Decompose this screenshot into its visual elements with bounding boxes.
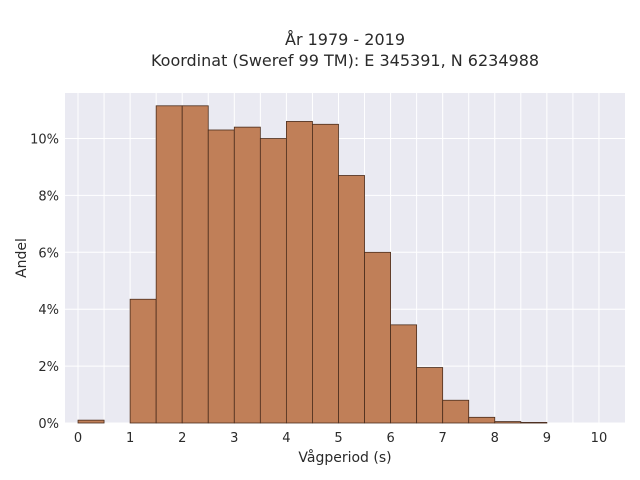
y-tick-labels: 0% 2% 4% 6% 8% 10% — [30, 133, 59, 432]
histogram-bar — [259, 138, 287, 424]
histogram-bar — [468, 416, 496, 424]
y-tick-label: 8% — [38, 189, 59, 204]
y-tick-label: 2% — [38, 360, 59, 375]
x-tick-label: 10 — [591, 431, 608, 446]
histogram-bar — [207, 129, 235, 424]
histogram-bar — [520, 422, 548, 424]
histogram-bar — [416, 367, 444, 424]
x-tick-label: 9 — [543, 431, 551, 446]
chart-title-line-1: År 1979 - 2019 — [285, 30, 405, 49]
histogram-bar — [77, 419, 105, 424]
x-tick-label: 1 — [126, 431, 134, 446]
histogram-bar — [364, 251, 391, 424]
x-axis-label: Vågperiod (s) — [298, 449, 391, 466]
histogram-bar — [442, 399, 470, 424]
x-tick-label: 2 — [178, 431, 186, 446]
x-tick-label: 6 — [386, 431, 394, 446]
histogram-bar — [155, 105, 183, 424]
histogram-bar — [338, 175, 365, 424]
histogram-bar — [233, 126, 261, 424]
y-tick-label: 0% — [38, 417, 59, 432]
y-axis-label: Andel — [14, 238, 30, 278]
histogram-bar — [312, 123, 339, 424]
y-tick-label: 4% — [38, 303, 59, 318]
chart-title-line-2: Koordinat (Sweref 99 TM): E 345391, N 62… — [151, 51, 539, 70]
x-tick-label: 0 — [74, 431, 82, 446]
x-tick-label: 7 — [439, 431, 447, 446]
histogram-bar — [129, 298, 157, 424]
histogram-bar — [494, 421, 522, 424]
bars — [77, 105, 548, 424]
y-tick-label: 6% — [38, 246, 59, 261]
y-tick-label: 10% — [30, 133, 59, 148]
histogram-bar — [285, 121, 313, 424]
x-tick-label: 3 — [230, 431, 238, 446]
x-tick-label: 5 — [334, 431, 342, 446]
histogram-bar — [181, 105, 209, 424]
x-tick-label: 8 — [491, 431, 499, 446]
histogram-bar — [390, 324, 418, 424]
x-tick-labels: 0 1 2 3 4 5 6 7 8 9 10 — [74, 431, 607, 446]
x-tick-label: 4 — [282, 431, 290, 446]
